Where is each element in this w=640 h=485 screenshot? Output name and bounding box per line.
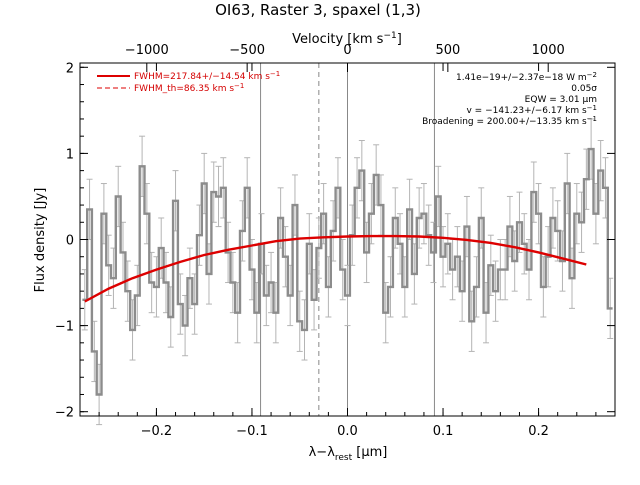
top-axis-label: Velocity [km s−1] xyxy=(292,31,402,47)
plot-area: −0.2 −0.1 0.0 0.1 0.2 −2 −1 0 1 2 −1000 −500 0 500 100… xyxy=(55,43,616,439)
annotation-velocity: v = −141.23+/−6.17 km s−1 xyxy=(467,104,598,116)
legend-label-fwhm-th: FWHM_th=86.35 km s−1 xyxy=(134,82,244,94)
x-tick-label: −0.1 xyxy=(236,424,268,439)
y-tick-label: −2 xyxy=(55,406,74,421)
data-series-line xyxy=(82,147,613,396)
annotation-broadening: Broadening = 200.00+/−13.35 km s−1 xyxy=(422,115,597,127)
x-tick-label: 0.2 xyxy=(528,424,549,439)
top-tick-label: −1000 xyxy=(125,43,169,58)
top-tick-label: 1000 xyxy=(532,43,565,58)
top-axis-label-text: Velocity [km s xyxy=(292,32,384,47)
gaussian-fit-line xyxy=(84,234,587,303)
y-tick-label: 2 xyxy=(66,61,74,76)
annotation-eqw: EQW = 3.01 μm xyxy=(525,95,597,105)
fit-annotations: 1.41e−19+/−2.37e−18 W m−2 0.05σ EQW = 3.… xyxy=(422,71,597,127)
top-tick-label: −500 xyxy=(229,43,265,58)
y-axis-label: Flux density [Jy] xyxy=(33,188,48,293)
top-axis-label-end: ] xyxy=(397,32,402,47)
y-tick-label: 1 xyxy=(66,147,74,162)
top-tick-label: 500 xyxy=(435,43,460,58)
x-axis-label-text: λ−λ xyxy=(309,445,336,460)
y-tick-label: −1 xyxy=(55,320,74,335)
chart-title: OI63, Raster 3, spaxel (1,3) xyxy=(215,1,421,19)
svg-text:λ−λrest [μm]: λ−λrest [μm] xyxy=(309,445,388,463)
annotation-sigma: 0.05σ xyxy=(571,84,597,94)
x-axis-label: λ−λrest [μm] xyxy=(309,445,388,463)
svg-text:Velocity [km s−1]: Velocity [km s−1] xyxy=(292,31,402,47)
x-tick-label: 0.1 xyxy=(433,424,454,439)
x-axis-label-sub: rest xyxy=(335,453,353,463)
top-axis-label-sup: −1 xyxy=(383,31,396,41)
top-tick-label: 0 xyxy=(343,43,351,58)
x-tick-label: 0.0 xyxy=(337,424,358,439)
legend-label-fwhm: FWHM=217.84+/−14.54 km s−1 xyxy=(134,70,280,82)
x-axis-label-unit: [μm] xyxy=(352,445,387,460)
y-tick-label: 0 xyxy=(66,234,74,249)
annotation-flux: 1.41e−19+/−2.37e−18 W m−2 xyxy=(456,71,597,83)
legend: FWHM=217.84+/−14.54 km s−1 FWHM_th=86.35… xyxy=(97,70,280,94)
x-tick-label: −0.2 xyxy=(141,424,173,439)
